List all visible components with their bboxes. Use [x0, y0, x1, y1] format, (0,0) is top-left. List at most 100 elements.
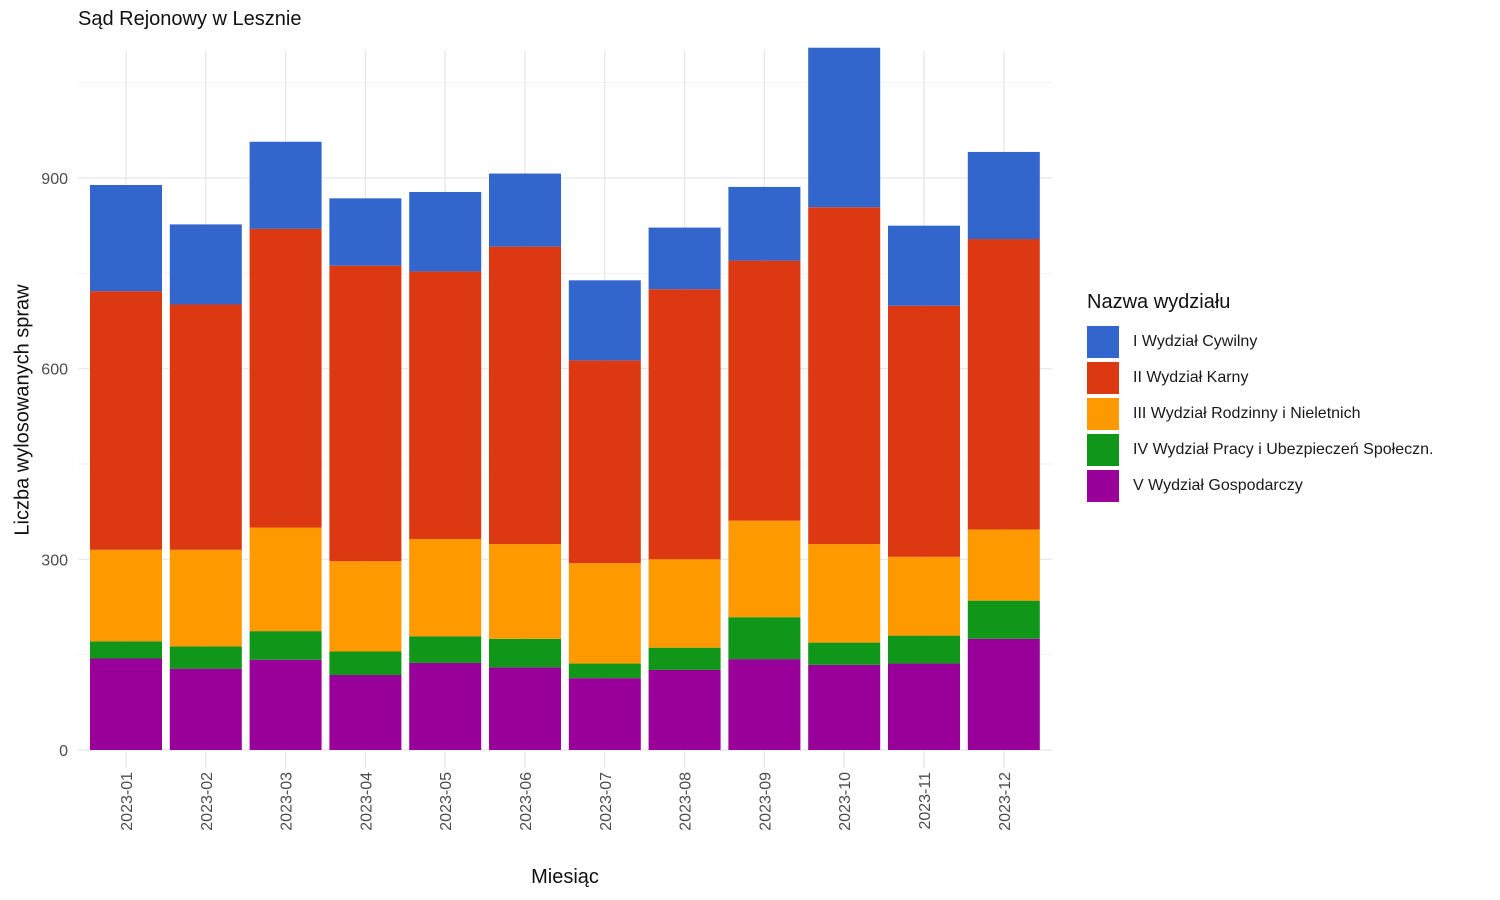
bar-segment-i-wydzia-cywilny — [90, 184, 162, 292]
bar-segment-v-wydzia-gospodarczy — [249, 659, 322, 750]
bar-segment-iii-wydzia-rodzinny-i-nieletnich — [728, 520, 801, 618]
x-tick-label: 2023-05 — [438, 772, 455, 831]
bar-segment-iv-wydzia-pracy-i-ubezpiecze-spo-eczn — [489, 638, 561, 668]
bar-segment-ii-wydzia-karny — [648, 289, 721, 560]
legend-label: IV Wydział Pracy i Ubezpieczeń Społeczn. — [1133, 441, 1434, 458]
legend-label: II Wydział Karny — [1133, 369, 1249, 386]
bar-segment-v-wydzia-gospodarczy — [648, 669, 721, 750]
bar-segment-iv-wydzia-pracy-i-ubezpiecze-spo-eczn — [648, 647, 721, 670]
x-tick-label: 2023-06 — [518, 772, 535, 831]
legend-label: III Wydział Rodzinny i Nieletnich — [1133, 405, 1361, 422]
x-tick-label: 2023-07 — [598, 772, 615, 831]
bar-segment-v-wydzia-gospodarczy — [728, 659, 801, 750]
bar-segment-i-wydzia-cywilny — [967, 151, 1040, 240]
bar-segment-ii-wydzia-karny — [728, 260, 801, 521]
bar-segment-ii-wydzia-karny — [90, 291, 162, 550]
bar-segment-iv-wydzia-pracy-i-ubezpiecze-spo-eczn — [169, 646, 242, 669]
bar-segment-ii-wydzia-karny — [967, 239, 1040, 530]
legend-swatch — [1087, 326, 1119, 358]
bar-segment-ii-wydzia-karny — [249, 228, 322, 528]
legend-label: I Wydział Cywilny — [1133, 333, 1258, 350]
bar-segment-v-wydzia-gospodarczy — [808, 664, 881, 750]
bar-segment-v-wydzia-gospodarczy — [568, 678, 641, 750]
bar-segment-v-wydzia-gospodarczy — [489, 667, 561, 750]
bar-segment-iii-wydzia-rodzinny-i-nieletnich — [967, 529, 1040, 601]
y-tick-label: 0 — [59, 743, 68, 760]
legend-label: V Wydział Gospodarczy — [1133, 477, 1303, 494]
bar-segment-iv-wydzia-pracy-i-ubezpiecze-spo-eczn — [888, 635, 960, 664]
legend-item: II Wydział Karny — [1087, 360, 1433, 396]
legend-title: Nazwa wydziału — [1087, 291, 1231, 313]
legend: Nazwa wydziału I Wydział Cywilny II Wydzi… — [1087, 291, 1433, 504]
legend-item: IV Wydział Pracy i Ubezpieczeń Społeczn. — [1087, 432, 1433, 468]
bar-segment-iii-wydzia-rodzinny-i-nieletnich — [329, 561, 402, 652]
bar-segment-ii-wydzia-karny — [808, 207, 881, 545]
bar-segment-iii-wydzia-rodzinny-i-nieletnich — [808, 544, 881, 643]
y-tick-label: 300 — [41, 552, 68, 569]
bar-segment-i-wydzia-cywilny — [409, 191, 482, 272]
bar-segment-v-wydzia-gospodarczy — [409, 662, 482, 750]
bar-segment-iii-wydzia-rodzinny-i-nieletnich — [888, 556, 960, 636]
bar-segment-iii-wydzia-rodzinny-i-nieletnich — [489, 544, 561, 639]
legend-item: III Wydział Rodzinny i Nieletnich — [1087, 396, 1433, 432]
chart-title: Sąd Rejonowy w Lesznie — [78, 8, 302, 30]
x-tick-label: 2023-12 — [997, 772, 1014, 831]
bar-segment-ii-wydzia-karny — [169, 304, 242, 550]
y-axis-label: Liczba wylosowanych spraw — [11, 284, 34, 536]
x-tick-label: 2023-01 — [119, 772, 136, 831]
bar-segment-i-wydzia-cywilny — [888, 225, 960, 306]
bar-segment-i-wydzia-cywilny — [249, 141, 322, 229]
bar-segment-iii-wydzia-rodzinny-i-nieletnich — [169, 549, 242, 647]
bar-segment-i-wydzia-cywilny — [808, 47, 881, 208]
legend-swatch — [1087, 470, 1119, 502]
bar-segment-iii-wydzia-rodzinny-i-nieletnich — [568, 563, 641, 664]
bar-segment-iv-wydzia-pracy-i-ubezpiecze-spo-eczn — [808, 642, 881, 665]
bar-segment-iv-wydzia-pracy-i-ubezpiecze-spo-eczn — [90, 641, 162, 659]
bar-segment-iii-wydzia-rodzinny-i-nieletnich — [249, 527, 322, 632]
bar-segment-v-wydzia-gospodarczy — [888, 663, 960, 750]
bar-segment-iii-wydzia-rodzinny-i-nieletnich — [90, 549, 162, 642]
x-tick-label: 2023-02 — [199, 772, 216, 831]
stacked-bars — [90, 47, 1040, 750]
bar-segment-iv-wydzia-pracy-i-ubezpiecze-spo-eczn — [409, 636, 482, 663]
bar-segment-ii-wydzia-karny — [329, 265, 402, 562]
x-tick-label: 2023-04 — [358, 772, 375, 831]
bar-segment-i-wydzia-cywilny — [169, 224, 242, 305]
bar-segment-i-wydzia-cywilny — [728, 186, 801, 261]
x-tick-label: 2023-08 — [678, 772, 695, 831]
bar-segment-i-wydzia-cywilny — [568, 280, 641, 361]
bar-segment-iv-wydzia-pracy-i-ubezpiecze-spo-eczn — [329, 651, 402, 676]
x-axis-tick-labels: 2023-01 2023-02 2023-03 2023-04 2023-05 2023-… — [119, 772, 1014, 831]
y-tick-label: 900 — [41, 171, 68, 188]
bar-segment-ii-wydzia-karny — [888, 305, 960, 557]
bar-segment-iv-wydzia-pracy-i-ubezpiecze-spo-eczn — [568, 663, 641, 679]
y-tick-label: 600 — [41, 362, 68, 379]
bar-segment-v-wydzia-gospodarczy — [967, 638, 1040, 750]
bar-segment-ii-wydzia-karny — [568, 360, 641, 564]
x-tick-label: 2023-11 — [917, 772, 934, 830]
legend-item: V Wydział Gospodarczy — [1087, 468, 1433, 504]
bar-segment-iv-wydzia-pracy-i-ubezpiecze-spo-eczn — [728, 617, 801, 660]
legend-swatch — [1087, 398, 1119, 430]
bar-segment-ii-wydzia-karny — [489, 246, 561, 545]
x-axis-label: Miesiąc — [531, 866, 599, 888]
bar-segment-iii-wydzia-rodzinny-i-nieletnich — [409, 538, 482, 637]
bar-segment-iv-wydzia-pracy-i-ubezpiecze-spo-eczn — [967, 600, 1040, 639]
x-tick-label: 2023-09 — [757, 772, 774, 831]
bar-segment-i-wydzia-cywilny — [648, 227, 721, 290]
legend-items: I Wydział Cywilny II Wydział Karny III Wyd… — [1087, 324, 1433, 504]
bar-segment-iii-wydzia-rodzinny-i-nieletnich — [648, 559, 721, 648]
bar-segment-i-wydzia-cywilny — [489, 173, 561, 247]
bar-segment-v-wydzia-gospodarczy — [329, 675, 402, 750]
x-tick-label: 2023-10 — [837, 772, 854, 831]
bar-segment-v-wydzia-gospodarczy — [169, 668, 242, 750]
legend-swatch — [1087, 434, 1119, 466]
x-tick-label: 2023-03 — [279, 772, 296, 831]
legend-item: I Wydział Cywilny — [1087, 324, 1433, 360]
bar-segment-v-wydzia-gospodarczy — [90, 658, 162, 750]
bar-segment-iv-wydzia-pracy-i-ubezpiecze-spo-eczn — [249, 631, 322, 660]
bar-segment-i-wydzia-cywilny — [329, 198, 402, 266]
bar-segment-ii-wydzia-karny — [409, 271, 482, 539]
legend-swatch — [1087, 362, 1119, 394]
